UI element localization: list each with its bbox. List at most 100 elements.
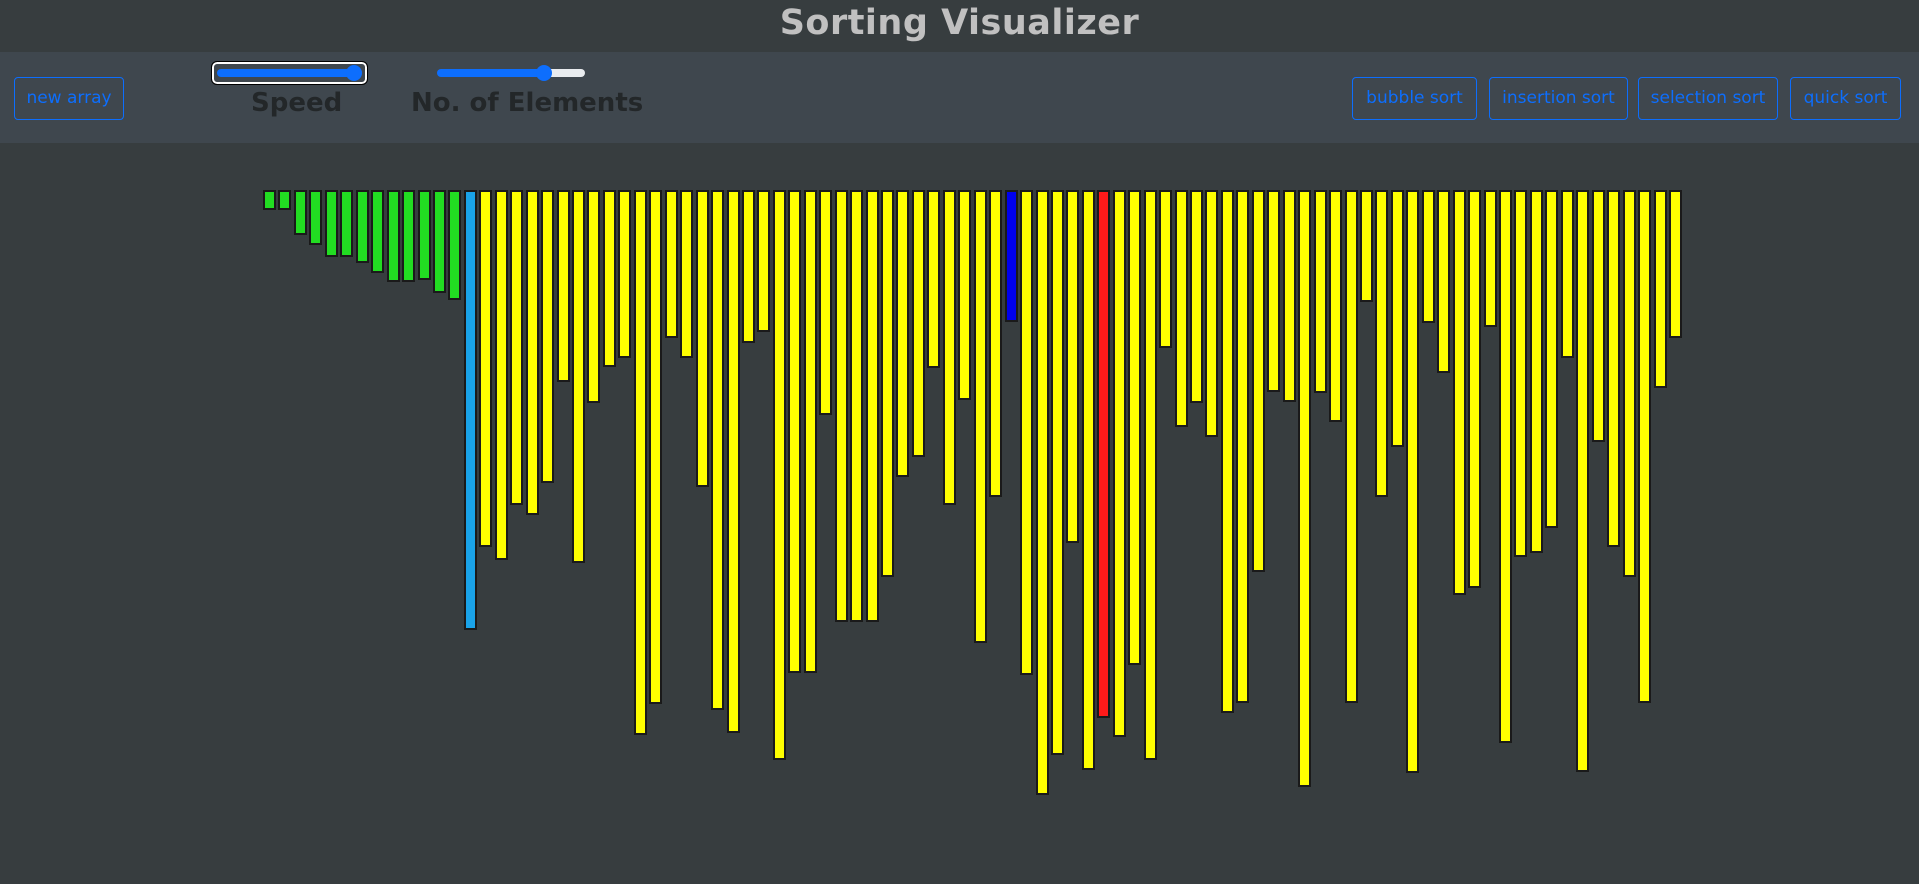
- array-bar: [1252, 190, 1265, 572]
- array-bar: [1190, 190, 1203, 403]
- array-bar: [1654, 190, 1667, 388]
- array-bar: [896, 190, 909, 477]
- array-bar: [1020, 190, 1033, 675]
- array-bar: [603, 190, 616, 367]
- array-bar: [263, 190, 276, 210]
- array-bar: [1128, 190, 1141, 665]
- array-bar: [1175, 190, 1188, 427]
- array-bar: [1113, 190, 1126, 737]
- array-bar: [804, 190, 817, 673]
- array-bar: [1097, 190, 1110, 718]
- array-bar: [618, 190, 631, 358]
- speed-slider[interactable]: [217, 69, 362, 77]
- array-bar: [495, 190, 508, 560]
- array-bar: [649, 190, 662, 704]
- array-bar: [1468, 190, 1481, 588]
- array-bar: [1360, 190, 1373, 302]
- title-bar: Sorting Visualizer: [0, 0, 1919, 52]
- array-bar: [989, 190, 1002, 497]
- array-bar: [294, 190, 307, 235]
- array-bar: [1499, 190, 1512, 743]
- array-bar: [325, 190, 338, 257]
- array-bar: [788, 190, 801, 673]
- array-bar: [1561, 190, 1574, 358]
- array-bar: [943, 190, 956, 505]
- array-bar: [1036, 190, 1049, 795]
- array-bar: [1669, 190, 1682, 338]
- array-bar: [958, 190, 971, 400]
- new-array-button[interactable]: new array: [14, 77, 124, 120]
- speed-slider-focus-ring: [211, 61, 368, 85]
- array-bar: [1005, 190, 1018, 322]
- array-bar: [927, 190, 940, 368]
- array-bar: [356, 190, 369, 263]
- array-bar: [1236, 190, 1249, 703]
- array-bar: [850, 190, 863, 622]
- array-bar: [448, 190, 461, 300]
- array-bar: [1221, 190, 1234, 713]
- array-bar: [387, 190, 400, 282]
- array-bar: [1267, 190, 1280, 392]
- array-bar: [1607, 190, 1620, 547]
- array-bar: [1623, 190, 1636, 577]
- speed-label: Speed: [251, 88, 343, 118]
- array-bar: [773, 190, 786, 760]
- array-bar: [665, 190, 678, 338]
- array-bar: [479, 190, 492, 547]
- array-bar: [1422, 190, 1435, 323]
- array-bar: [974, 190, 987, 643]
- array-bar: [418, 190, 431, 280]
- array-bar: [1576, 190, 1589, 772]
- array-bar: [742, 190, 755, 343]
- bubble-sort-button[interactable]: bubble sort: [1352, 77, 1477, 120]
- quick-sort-button[interactable]: quick sort: [1790, 77, 1901, 120]
- array-bar: [1329, 190, 1342, 422]
- array-bar: [340, 190, 353, 257]
- insertion-sort-button[interactable]: insertion sort: [1489, 77, 1628, 120]
- array-bar: [1484, 190, 1497, 327]
- array-bar: [510, 190, 523, 505]
- array-bar: [1638, 190, 1651, 703]
- array-bar: [402, 190, 415, 282]
- array-bar: [1514, 190, 1527, 557]
- array-bar: [1283, 190, 1296, 402]
- selection-sort-button[interactable]: selection sort: [1638, 77, 1778, 120]
- array-bar: [881, 190, 894, 577]
- array-bar: [433, 190, 446, 293]
- array-bar: [835, 190, 848, 622]
- array-bar: [1314, 190, 1327, 393]
- array-bar: [757, 190, 770, 332]
- array-bar: [1144, 190, 1157, 760]
- array-bar: [541, 190, 554, 483]
- array-bar: [1066, 190, 1079, 543]
- array-bar: [819, 190, 832, 415]
- array-bar: [278, 190, 291, 210]
- array-bar: [557, 190, 570, 382]
- array-bar: [1051, 190, 1064, 755]
- array-bar: [1298, 190, 1311, 787]
- array-bar: [1437, 190, 1450, 373]
- array-bar: [1082, 190, 1095, 770]
- array-bar: [634, 190, 647, 735]
- array-bar: [371, 190, 384, 273]
- array-bar: [1345, 190, 1358, 703]
- array-bar: [866, 190, 879, 622]
- array-bar: [572, 190, 585, 563]
- array-bar: [1592, 190, 1605, 442]
- array-bar: [1530, 190, 1543, 553]
- array-bar: [526, 190, 539, 515]
- array-bar: [711, 190, 724, 710]
- array-bar: [1406, 190, 1419, 773]
- array-bar: [1391, 190, 1404, 447]
- array-bar: [680, 190, 693, 358]
- array-bar: [309, 190, 322, 245]
- elements-slider[interactable]: [437, 69, 585, 77]
- elements-label: No. of Elements: [411, 88, 644, 118]
- array-bar: [464, 190, 477, 630]
- array-bar: [1159, 190, 1172, 348]
- array-bar: [912, 190, 925, 457]
- array-bar: [587, 190, 600, 403]
- array-bar: [1205, 190, 1218, 437]
- toolbar: new array Speed No. of Elements bubble s…: [0, 52, 1919, 143]
- array-bar: [696, 190, 709, 487]
